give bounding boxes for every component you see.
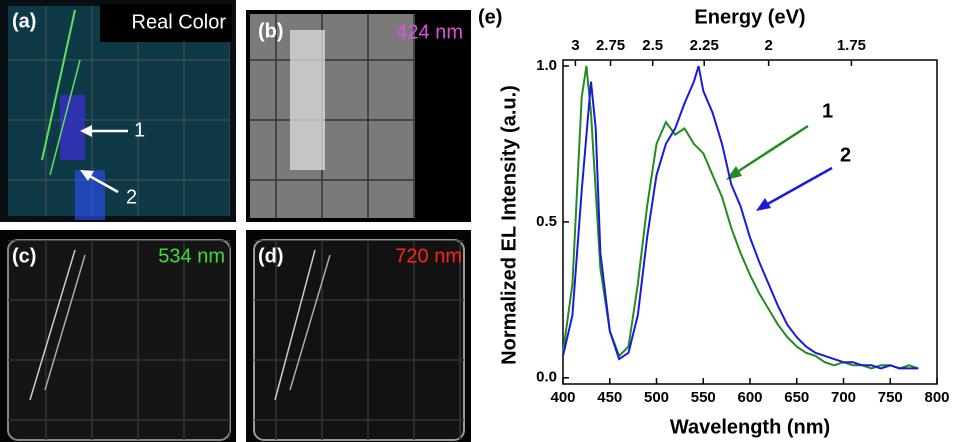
y-tick-label: 0.5 [536, 213, 557, 230]
panel-caption: 720 nm [395, 245, 462, 267]
x-tick-label: 400 [550, 389, 575, 406]
panel-caption: 424 nm [396, 21, 463, 43]
plot-frame [562, 59, 938, 385]
x-tick-label: 750 [878, 389, 903, 406]
x-tick-label: 450 [597, 389, 622, 406]
panel-b: (b) 424 nm [246, 10, 471, 222]
x2-axis-title: Energy (eV) [694, 6, 805, 28]
y-axis-title: Normalized EL Intensity (a.u.) [498, 85, 520, 365]
x-tick-label: 550 [691, 389, 716, 406]
series-line [562, 65, 919, 370]
x2-tick-label: 1.75 [837, 37, 866, 54]
x-tick-label: 500 [644, 389, 669, 406]
x2-tick-label: 3 [571, 37, 579, 54]
x-axis-title: Wavelength (nm) [670, 416, 830, 438]
x2-tick-label: 2.5 [642, 37, 663, 54]
x-tick-label: 700 [831, 389, 856, 406]
marker-label: 2 [126, 186, 137, 208]
panel-label: (e) [478, 6, 502, 28]
arrowhead [756, 198, 771, 211]
x-tick-label: 650 [784, 389, 809, 406]
panel-caption: 534 nm [158, 245, 225, 267]
series-line [562, 65, 919, 370]
panel-label: (c) [12, 245, 36, 267]
marker-label: 1 [134, 119, 145, 141]
panel-c: (c) 534 nm [0, 230, 236, 442]
panel-d: (d) 720 nm [246, 230, 471, 442]
x2-tick-label: 2 [764, 37, 772, 54]
y-tick-label: 1.0 [536, 57, 557, 74]
panel-label: (d) [258, 245, 284, 267]
x-tick-label: 800 [924, 389, 949, 406]
panel-label: (a) [12, 10, 36, 32]
panel-caption: Real Color [132, 11, 227, 33]
annotation-arrow [733, 124, 809, 176]
x-tick-label: 600 [737, 389, 762, 406]
x2-tick-label: 2.75 [596, 37, 625, 54]
panel-label: (b) [258, 20, 284, 42]
annotation: 1 [822, 100, 833, 122]
annotation: 2 [840, 144, 851, 166]
annotation-arrow [763, 166, 833, 208]
panel-a: (a) Real Color 1 2 [0, 0, 236, 222]
x2-tick-label: 2.25 [690, 37, 719, 54]
y-tick-label: 0.0 [536, 369, 557, 386]
